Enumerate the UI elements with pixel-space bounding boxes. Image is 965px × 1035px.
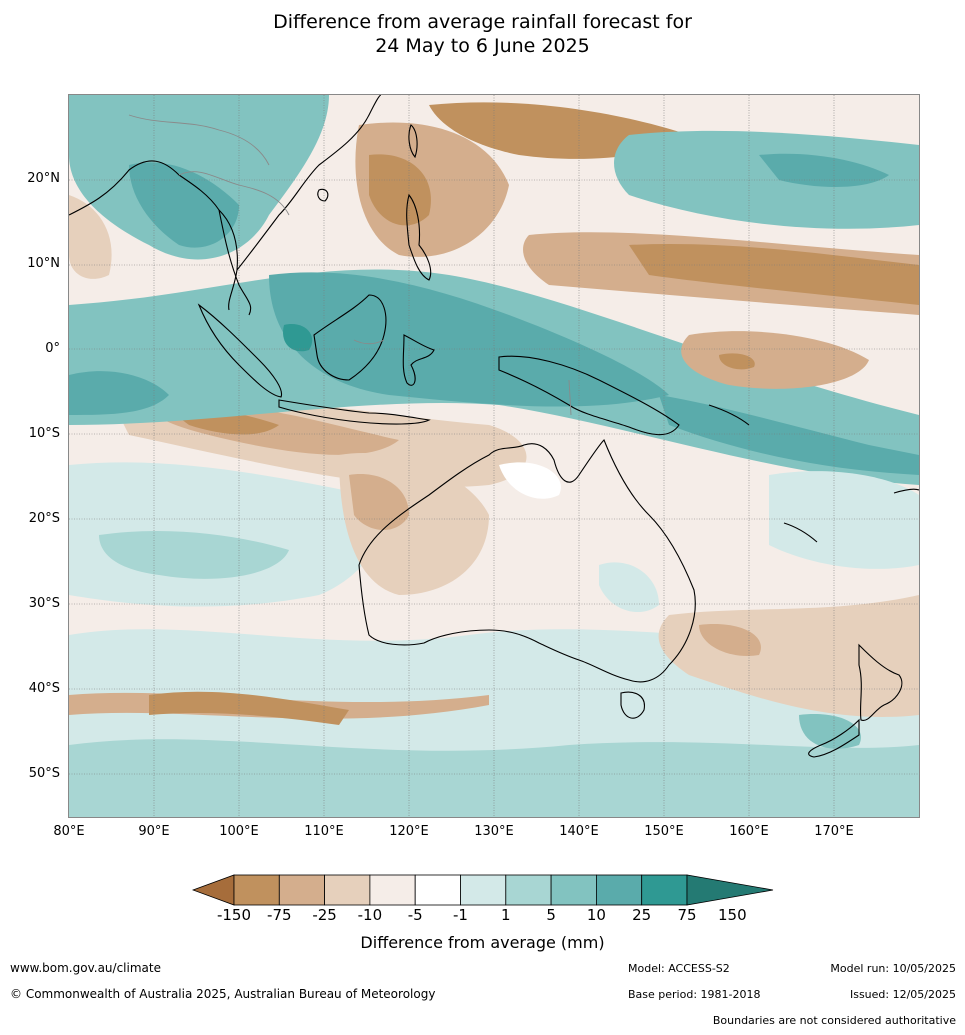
map-canvas [69,95,919,817]
indochina-teal-core [129,162,239,248]
colorbar [192,874,774,906]
india-brown [69,195,112,279]
lon-label-130e: 130°E [474,824,514,839]
copyright: © Commonwealth of Australia 2025, Austra… [10,987,436,1001]
colorbar-tick-label: 1 [501,906,511,924]
solomon-coastline [708,404,750,426]
australia-teal-east [599,562,659,613]
lon-label-170e: 170°E [814,824,854,839]
lon-label-120e: 120°E [389,824,429,839]
website-link[interactable]: www.bom.gov.au/climate [10,961,161,975]
southern-brown-core [149,691,349,725]
australia-coastline [358,439,696,683]
issued-date: Issued: 12/05/2025 [849,988,956,1001]
lon-label-90e: 90°E [138,824,170,839]
coral-sea-teal [769,471,919,569]
lon-label-80e: 80°E [53,824,85,839]
title-line-1: Difference from average rainfall forecas… [273,11,692,33]
rainfall-map [68,94,920,818]
colorbar-tick-label: 75 [677,906,697,924]
philippines-coastline [406,193,432,281]
colorbar-swatch [550,874,597,906]
colorbar-extend-high [686,874,774,906]
hainan-coastline [317,188,329,202]
borneo-coastline [313,294,387,381]
colorbar-swatch [641,874,688,906]
north-pacific-teal-core [759,153,889,187]
lon-label-150e: 150°E [644,824,684,839]
pacific-brown-blob-core [719,353,755,370]
disclaimer: Boundaries are not considered authoritat… [712,1014,956,1027]
nz-north-coastline [858,643,903,721]
malay-peninsula-coastline [218,209,252,316]
lat-label-50s: 50°S [28,766,60,781]
nz-teal [799,714,861,749]
colorbar-swatch [233,874,280,906]
title-line-2: 24 May to 6 June 2025 [375,35,590,57]
asia-coastline [69,95,382,311]
map-title: Difference from average rainfall forecas… [0,10,965,58]
coastlines [69,95,919,758]
australia-brown-west-core [349,474,409,530]
nz-south-coastline [808,718,860,758]
lat-label-40s: 40°S [28,681,60,696]
colorbar-swatch [460,874,507,906]
tasmania-coastline [620,691,645,719]
fiji-coastline [893,488,919,494]
country-boundaries [128,114,572,416]
colorbar-tick-label: 25 [632,906,652,924]
lat-label-10n: 10°N [27,256,60,271]
colorbar-tick-label: -150 [216,906,252,924]
graticule [69,95,919,817]
borneo-teal-dark [283,324,313,352]
lon-label-140e: 140°E [559,824,599,839]
australia-white-north [499,462,561,499]
lat-label-20s: 20°S [28,511,60,526]
pacific-brown-blob [681,331,869,389]
lat-label-20n: 20°N [27,171,60,186]
colorbar-tick-label: 150 [717,906,747,924]
lat-label-10s: 10°S [28,426,60,441]
colorbar-extend-low [192,874,235,906]
sumatra-coastline [197,303,283,398]
lon-label-160e: 160°E [729,824,769,839]
sulawesi-coastline [402,334,435,386]
west-teal-core [69,371,169,415]
colorbar-swatch [595,874,643,906]
new-guinea-coastline [498,355,680,436]
colorbar-swatches [192,874,774,906]
colorbar-swatch [278,874,326,906]
colorbar-tick-label: 10 [586,906,606,924]
legend-title: Difference from average (mm) [360,933,605,952]
colorbar-swatch [324,874,371,906]
lat-label-0: 0° [45,341,60,356]
tasman-brown-core [699,624,761,656]
equatorial-teal-core [269,272,669,407]
colorbar-tick-label: -1 [453,906,468,924]
lon-label-110e: 110°E [304,824,344,839]
pacific-brown-core [629,244,919,305]
colorbar-tick-label: 5 [546,906,556,924]
colorbar-swatch [505,874,552,906]
colorbar-swatch [369,874,416,906]
indian-ocean-teal-2 [99,530,289,579]
colorbar-tick-label: -10 [357,906,383,924]
colorbar-tick-label: -25 [312,906,337,924]
lon-label-100e: 100°E [219,824,259,839]
colorbar-tick-label: -5 [407,906,423,924]
java-coastline [278,399,431,425]
base-period: Base period: 1981-2018 [628,988,761,1001]
pacific-teal-core [659,395,919,475]
model-name: Model: ACCESS-S2 [628,962,730,975]
new-caledonia-coastline [783,522,818,543]
model-run: Model run: 10/05/2025 [830,962,956,975]
colorbar-swatch [414,874,461,906]
lat-label-30s: 30°S [28,596,60,611]
colorbar-tick-label: -75 [267,906,292,924]
taiwan-coastline [408,124,418,159]
